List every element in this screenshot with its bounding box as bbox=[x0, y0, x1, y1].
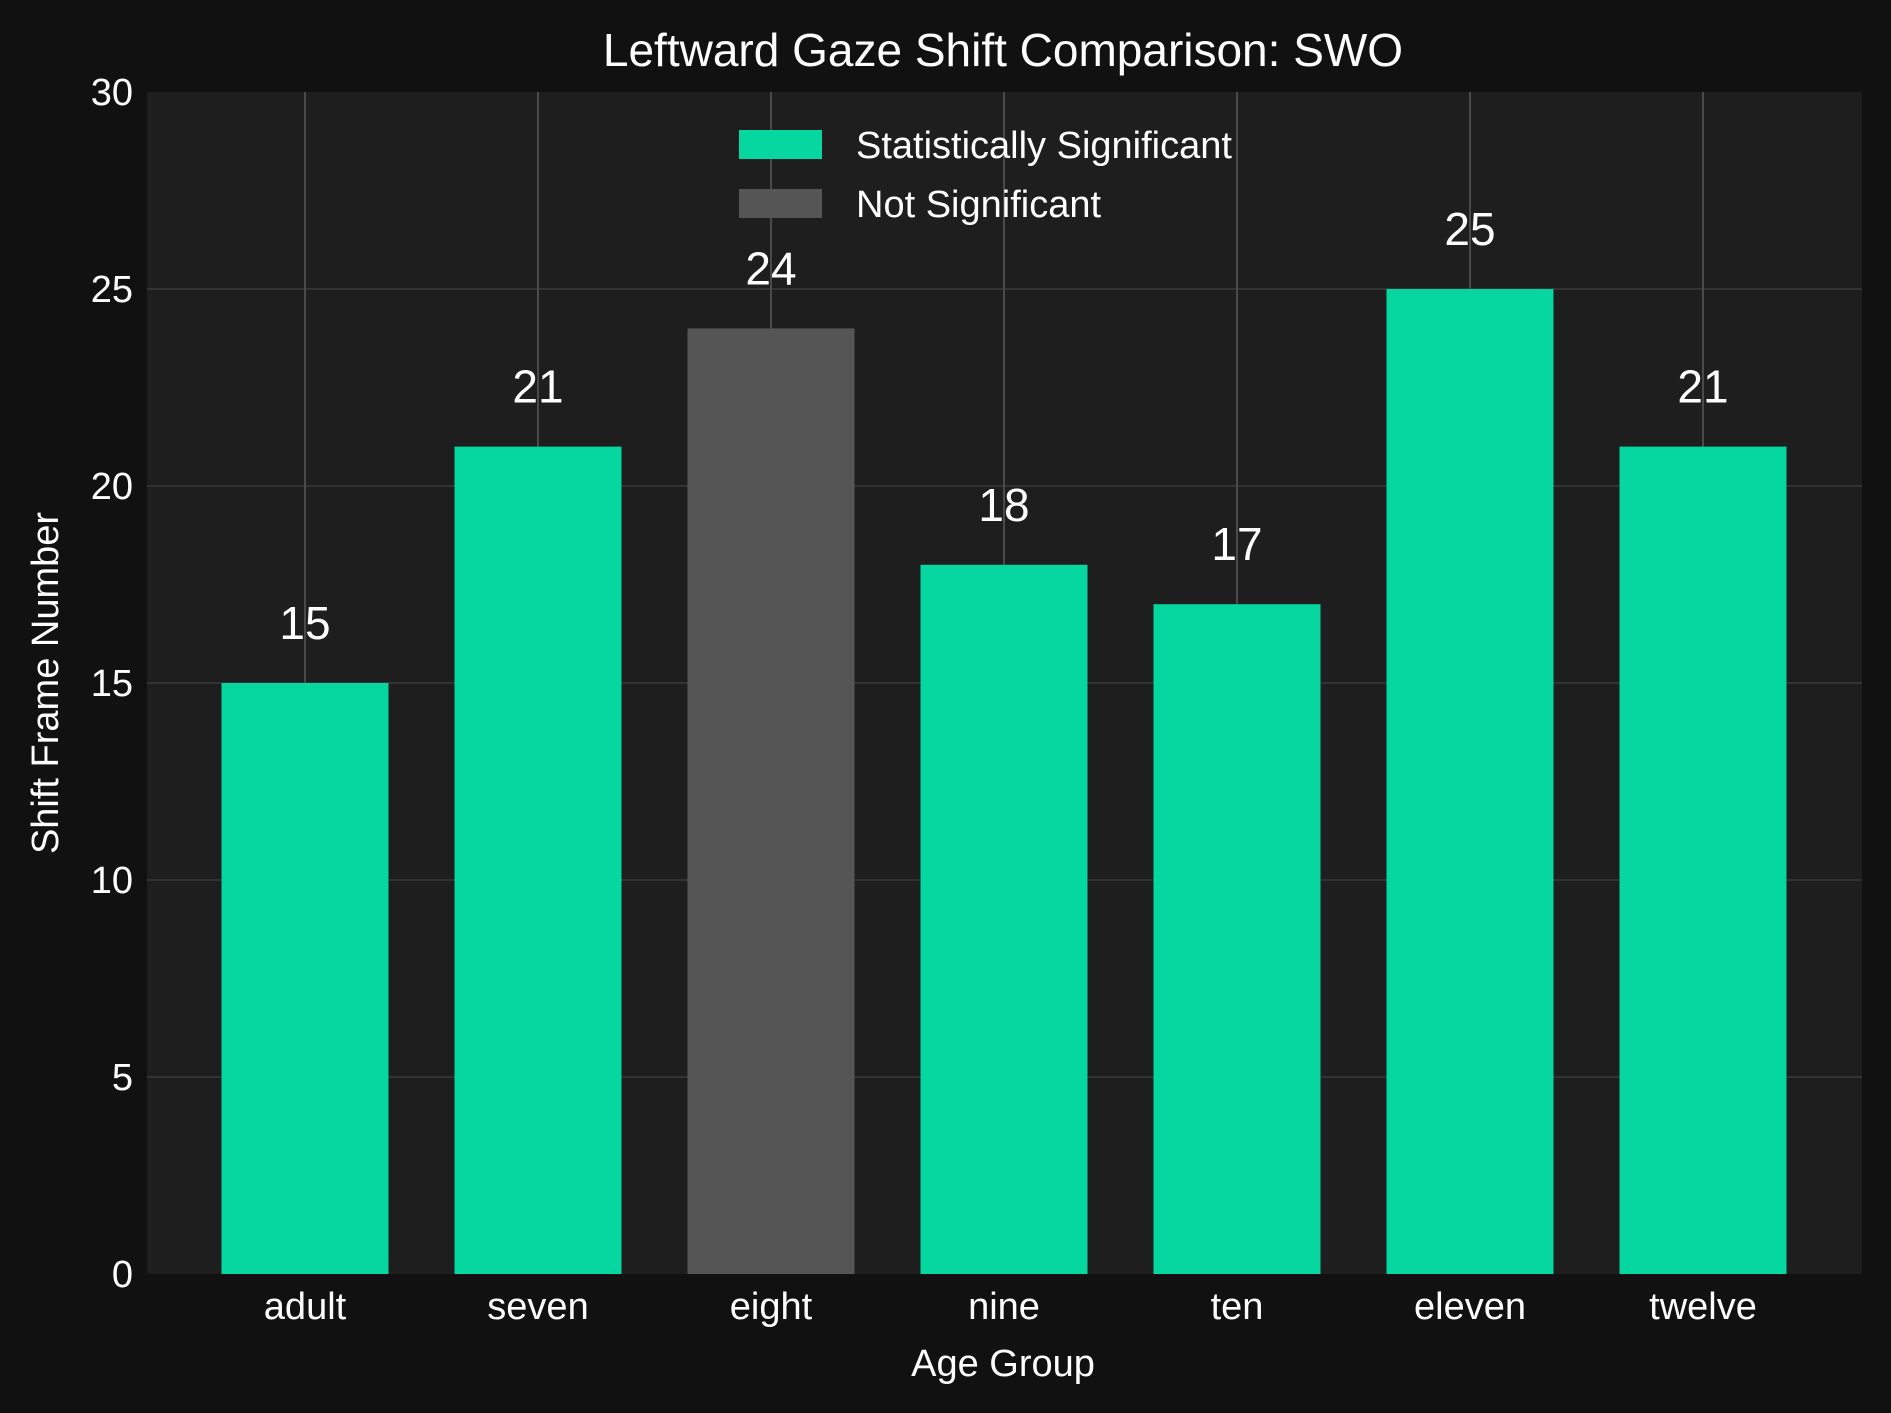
value-label-seven: 21 bbox=[512, 361, 563, 413]
y-tick-label: 0 bbox=[112, 1254, 133, 1296]
x-tick-label-eleven: eleven bbox=[1414, 1286, 1526, 1328]
value-labels: 15 21 24 18 17 25 21 bbox=[279, 203, 1728, 649]
x-axis-ticks: adult seven eight nine ten eleven twelve bbox=[264, 1286, 1757, 1328]
y-tick-label: 15 bbox=[91, 663, 133, 705]
value-label-eleven: 25 bbox=[1444, 203, 1495, 255]
y-tick-label: 25 bbox=[91, 269, 133, 311]
y-axis-label: Shift Frame Number bbox=[25, 512, 67, 854]
legend-swatch-not-significant bbox=[739, 189, 822, 218]
legend-label-not-significant: Not Significant bbox=[856, 184, 1101, 226]
chart-title: Leftward Gaze Shift Comparison: SWO bbox=[603, 24, 1403, 76]
bar-adult bbox=[221, 683, 389, 1274]
y-axis-ticks: 0 5 10 15 20 25 30 bbox=[91, 72, 133, 1296]
x-tick-label-nine: nine bbox=[968, 1286, 1040, 1328]
value-label-nine: 18 bbox=[978, 479, 1029, 531]
bar-nine bbox=[920, 564, 1088, 1274]
x-tick-label-adult: adult bbox=[264, 1286, 347, 1328]
value-label-eight: 24 bbox=[745, 242, 796, 294]
x-tick-label-twelve: twelve bbox=[1649, 1286, 1757, 1328]
legend-label-significant: Statistically Significant bbox=[856, 125, 1232, 167]
y-tick-label: 30 bbox=[91, 72, 133, 114]
bars bbox=[221, 289, 1787, 1275]
legend: Statistically Significant Not Significan… bbox=[739, 125, 1232, 226]
legend-swatch-significant bbox=[739, 130, 822, 159]
x-axis-label: Age Group bbox=[911, 1343, 1095, 1385]
bar-ten bbox=[1153, 604, 1321, 1274]
value-label-adult: 15 bbox=[279, 597, 330, 649]
bar-eleven bbox=[1386, 289, 1554, 1274]
value-label-ten: 17 bbox=[1211, 518, 1262, 570]
x-tick-label-eight: eight bbox=[730, 1286, 813, 1328]
x-tick-label-ten: ten bbox=[1211, 1286, 1264, 1328]
y-tick-label: 20 bbox=[91, 466, 133, 508]
y-tick-label: 5 bbox=[112, 1057, 133, 1099]
bar-twelve bbox=[1619, 446, 1787, 1275]
value-label-twelve: 21 bbox=[1677, 361, 1728, 413]
bar-eight bbox=[687, 328, 855, 1274]
y-tick-label: 10 bbox=[91, 860, 133, 902]
bar-seven bbox=[454, 446, 622, 1275]
x-tick-label-seven: seven bbox=[487, 1286, 588, 1328]
